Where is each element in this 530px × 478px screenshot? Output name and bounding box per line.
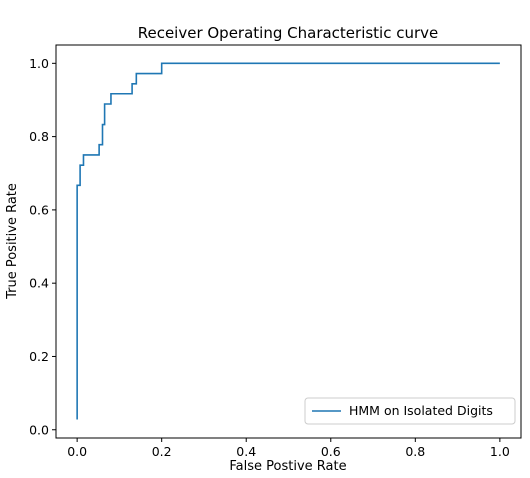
x-tick-label: 0.8	[405, 444, 425, 459]
legend-box	[304, 397, 516, 425]
x-tick-label: 0.6	[321, 444, 341, 459]
x-tick-label: 0.0	[67, 444, 87, 459]
y-axis-ticks: 0.0 0.2 0.4 0.6 0.8 1.0	[29, 56, 56, 437]
y-tick-label: 0.6	[29, 202, 49, 217]
axes-frame	[55, 44, 522, 439]
series-layer	[76, 62, 500, 420]
series-line-0	[76, 62, 500, 420]
x-tick-label: 1.0	[490, 444, 510, 459]
y-tick-label: 0.2	[29, 349, 49, 364]
x-tick-label: 0.2	[152, 444, 172, 459]
legend-label: HMM on Isolated Digits	[349, 403, 493, 418]
plot-area	[55, 44, 522, 439]
y-axis-label: True Positive Rate	[5, 183, 20, 300]
chart-title: Receiver Operating Characteristic curve	[138, 24, 439, 42]
x-axis-ticks: 0.0 0.2 0.4 0.6 0.8 1.0	[67, 438, 510, 459]
y-tick-label: 0.8	[29, 129, 49, 144]
legend: HMM on Isolated Digits	[304, 397, 516, 425]
x-axis-label: False Postive Rate	[229, 459, 346, 474]
y-tick-label: 0.0	[29, 422, 49, 437]
y-tick-label: 1.0	[29, 56, 49, 71]
y-tick-label: 0.4	[29, 276, 49, 291]
x-tick-label: 0.4	[236, 444, 256, 459]
